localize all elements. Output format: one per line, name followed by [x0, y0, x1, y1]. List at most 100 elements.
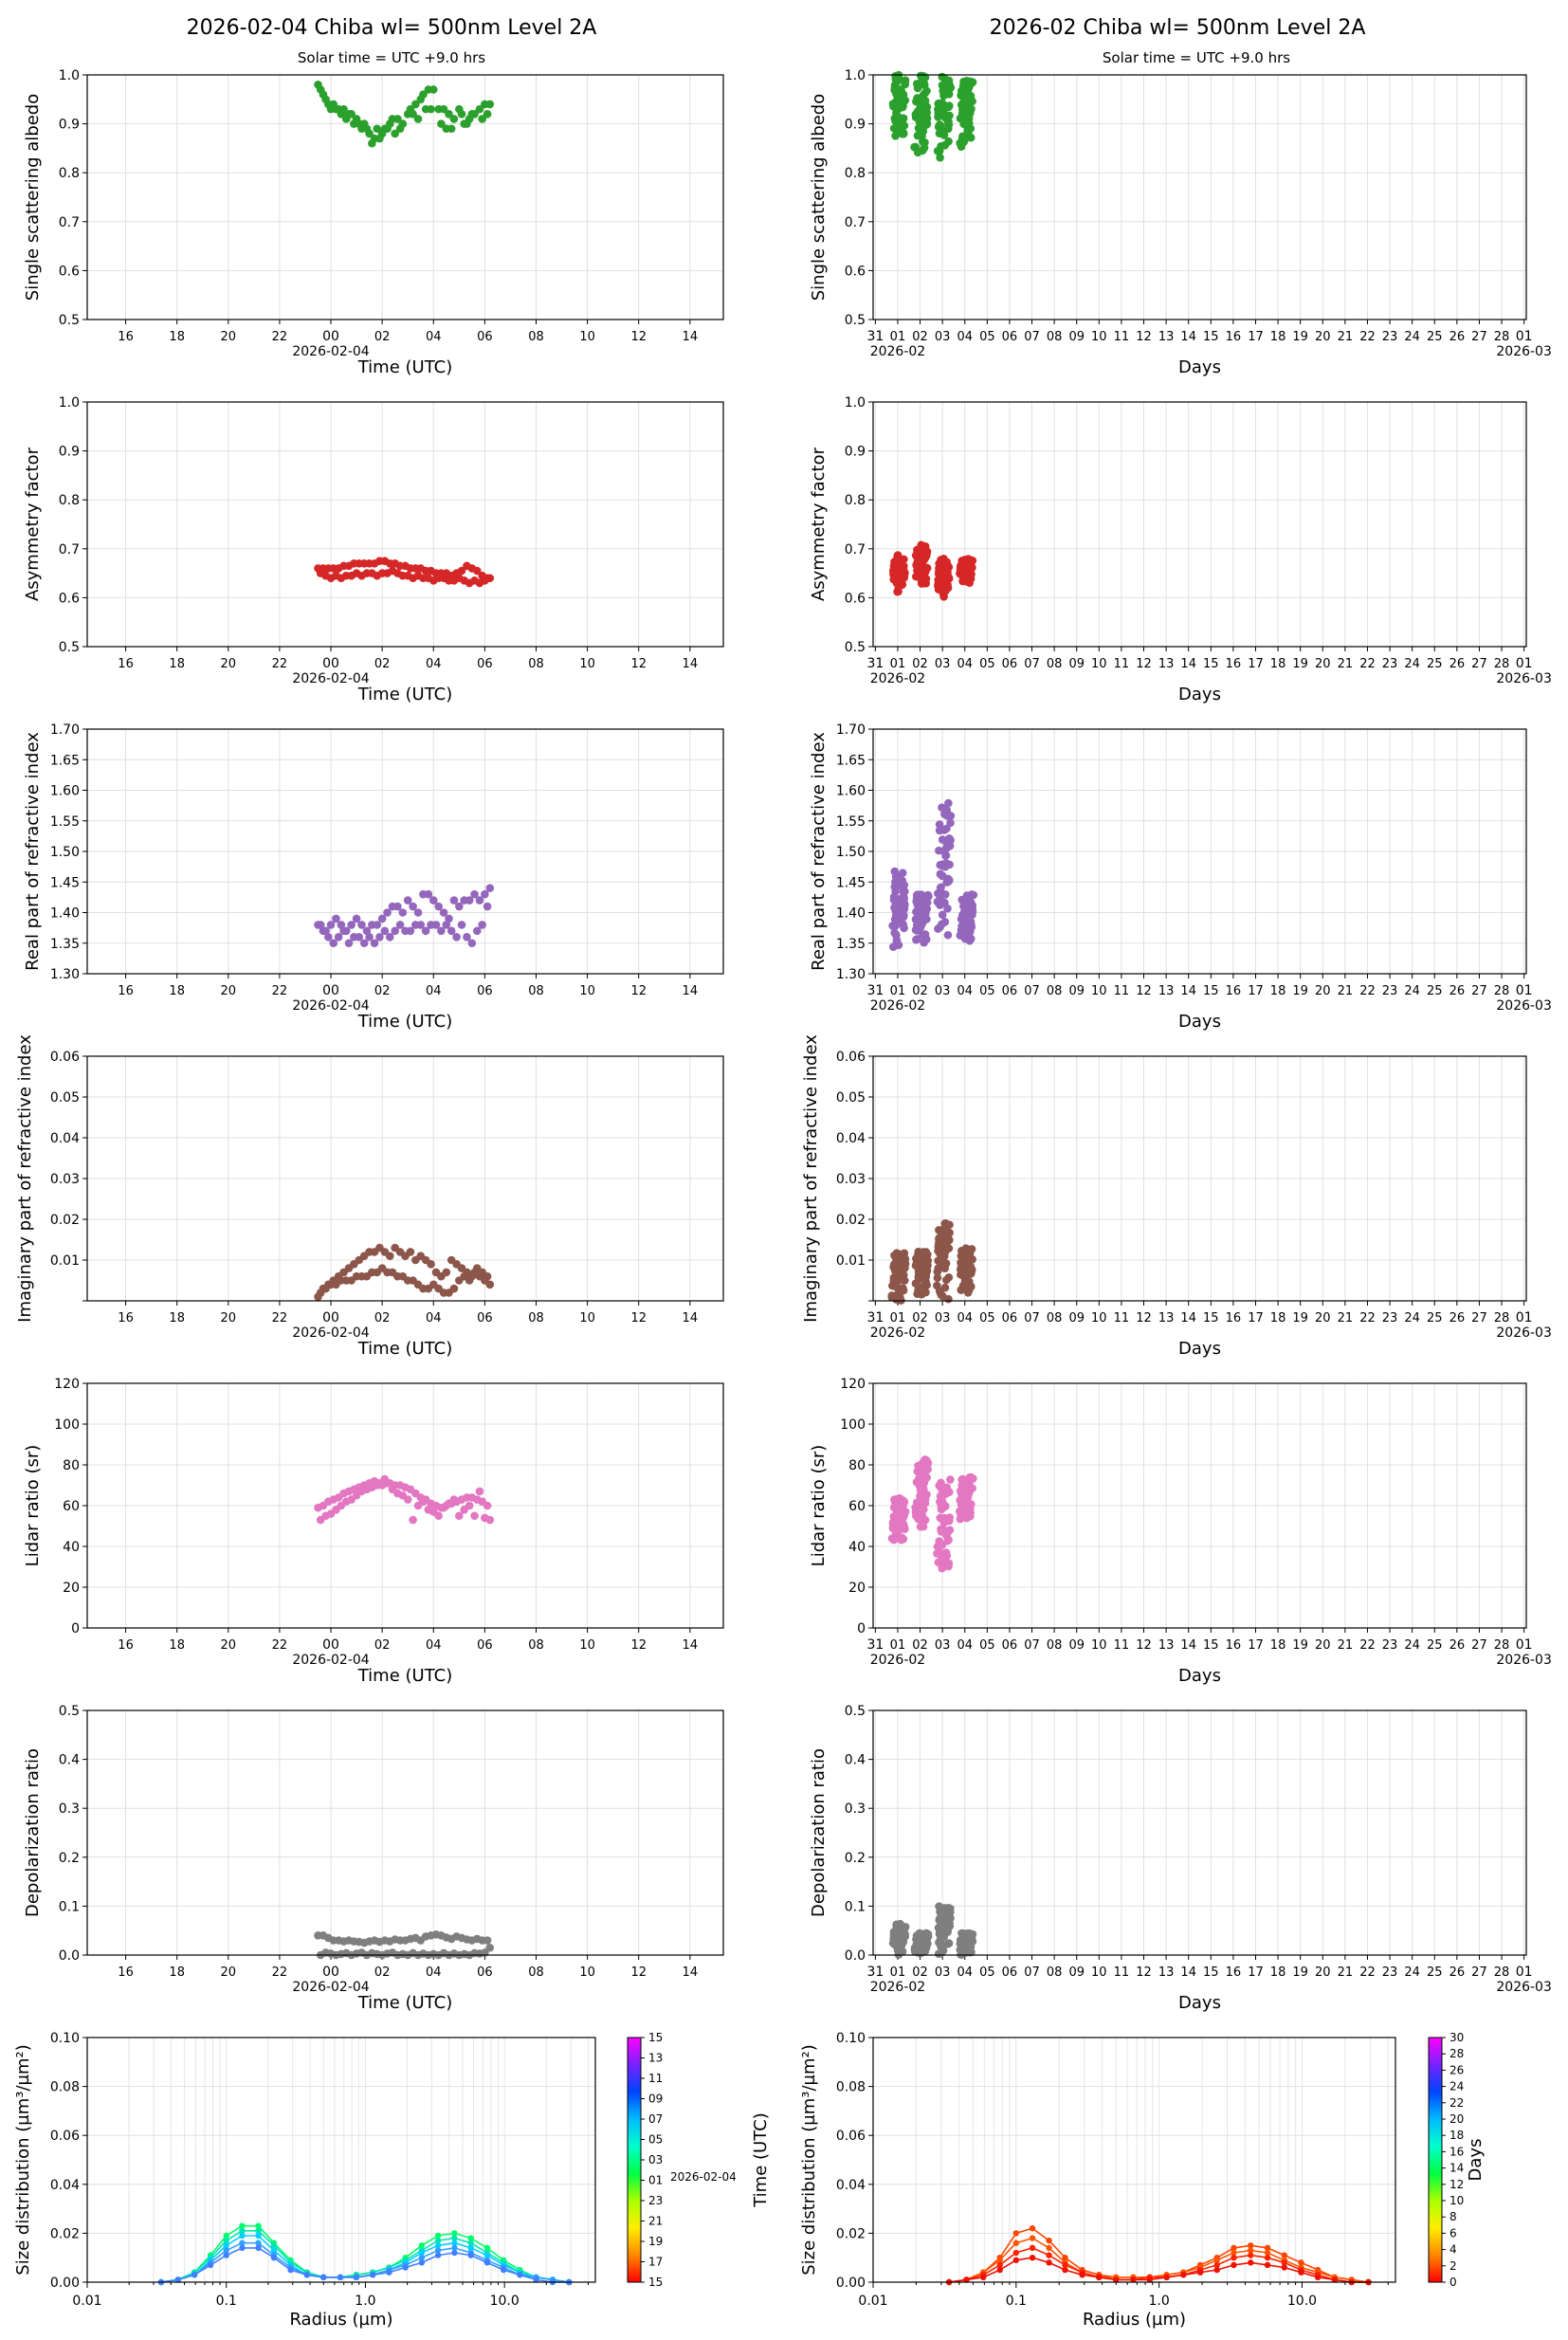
- colorbar: [1428, 2037, 1443, 2283]
- data-point: [337, 921, 346, 929]
- series-point: [1213, 2266, 1220, 2274]
- x-tick-label: 1.0: [355, 2294, 375, 2309]
- y-tick-label: 0.9: [845, 118, 866, 133]
- data-point: [316, 921, 325, 929]
- x-tick-label: 19: [1292, 984, 1308, 998]
- data-point: [935, 820, 944, 829]
- series-point: [533, 2276, 539, 2283]
- series-point: [451, 2244, 458, 2252]
- y-tick-label: 0.02: [50, 1213, 80, 1228]
- axes-frame: [86, 401, 724, 648]
- data-point: [944, 1559, 954, 1568]
- data-point: [914, 1461, 922, 1471]
- data-point: [901, 1508, 910, 1516]
- data-point: [465, 1276, 474, 1285]
- y-tick-label: 1.0: [845, 68, 866, 83]
- data-point: [413, 115, 423, 123]
- x-tick-label: 10: [1091, 657, 1107, 671]
- data-point: [892, 1279, 901, 1288]
- x-tick-label: 02: [912, 1965, 928, 1980]
- x-tick-label: 07: [1024, 330, 1040, 344]
- y-tick-label: 0.03: [50, 1172, 80, 1187]
- data-point: [939, 1291, 947, 1301]
- data-point: [939, 129, 947, 138]
- series-point: [996, 2257, 1003, 2263]
- x-tick-label: 08: [528, 1965, 544, 1980]
- data-point: [891, 132, 900, 140]
- series-point: [451, 2239, 458, 2246]
- data-point: [483, 902, 492, 911]
- y-tick-label: 60: [848, 1499, 866, 1514]
- x-tick-label: 11: [1114, 1638, 1130, 1653]
- data-point: [406, 1248, 415, 1256]
- data-point: [362, 124, 372, 134]
- x-tick-label: 23: [1382, 1965, 1398, 1980]
- data-point: [938, 563, 946, 573]
- x-tick-label: 00: [322, 1310, 339, 1325]
- series-point: [1163, 2274, 1170, 2281]
- x-tick-label: 09: [1068, 1638, 1085, 1653]
- x-tick-label: 18: [1270, 1311, 1286, 1325]
- y-tick-label: 0.06: [50, 2129, 80, 2144]
- x-tick-label: 06: [1002, 657, 1018, 671]
- series-point: [255, 2232, 262, 2239]
- y-tick-label: 0.02: [836, 1213, 866, 1228]
- data-point: [942, 824, 951, 833]
- x-tick-label: 06: [477, 1311, 493, 1325]
- x-tick-label: 28: [1494, 657, 1510, 671]
- data-point: [403, 1495, 412, 1504]
- series-point: [239, 2232, 246, 2239]
- x-tick-label: 12: [1136, 657, 1152, 671]
- data-point: [936, 923, 944, 931]
- data-point: [898, 868, 907, 877]
- axes-frame: [86, 728, 724, 975]
- x-tick-label: 14: [1180, 984, 1196, 998]
- x-date-label: 2026-02-04: [292, 998, 369, 1014]
- x-axis-label: Days: [1178, 685, 1221, 704]
- data-point: [959, 556, 969, 565]
- series-point: [303, 2272, 310, 2278]
- x-tick-label: 20: [1315, 1638, 1331, 1653]
- data-point: [942, 1483, 951, 1492]
- y-tick-label: 0.4: [845, 1753, 866, 1768]
- y-tick-label: 0.02: [836, 2226, 866, 2241]
- y-tick-label: 0.3: [845, 1801, 866, 1817]
- x-tick-label: 16: [118, 330, 134, 344]
- x-axis-label: Days: [1178, 1339, 1221, 1359]
- data-point: [888, 1519, 898, 1527]
- x-tick-label: 12: [630, 330, 647, 344]
- axes-frame: [86, 1382, 724, 1629]
- data-point: [962, 1501, 971, 1510]
- y-tick-label: 0.8: [845, 493, 866, 508]
- data-point: [889, 1503, 899, 1512]
- x-tick-label: 22: [272, 1965, 288, 1980]
- x-tick-label: 0.01: [858, 2294, 887, 2309]
- x-tick-label: 10: [579, 330, 595, 344]
- x-axis-label: Radius (µm): [289, 2310, 392, 2330]
- x-tick-label: 10: [1091, 984, 1107, 998]
- data-point: [911, 1261, 921, 1271]
- x-tick-label: 22: [1359, 657, 1376, 671]
- data-point: [347, 921, 356, 929]
- data-point: [899, 887, 908, 896]
- series-point: [1130, 2276, 1137, 2283]
- data-point: [919, 1522, 928, 1531]
- colorbar-tick-label: 07: [648, 2112, 663, 2126]
- data-point: [919, 127, 928, 136]
- y-axis-label: Single scattering albedo: [809, 94, 829, 301]
- data-point: [941, 1219, 950, 1228]
- x-tick-label: 05: [979, 984, 995, 998]
- data-point: [957, 86, 966, 96]
- data-point: [944, 877, 954, 886]
- y-tick-label: 1.65: [836, 753, 866, 768]
- x-tick-label: 06: [1002, 1638, 1018, 1653]
- x-tick-label: 02: [912, 984, 928, 998]
- x-tick-label: 01: [890, 1638, 906, 1653]
- y-tick-label: 80: [848, 1458, 866, 1473]
- x-tick-label: 03: [935, 330, 951, 344]
- data-point: [916, 71, 925, 81]
- data-point: [457, 566, 466, 576]
- x-tick-label: 12: [1136, 330, 1152, 344]
- x-tick-label: 12: [630, 1965, 647, 1980]
- x-date-label: 2026-02: [870, 671, 926, 686]
